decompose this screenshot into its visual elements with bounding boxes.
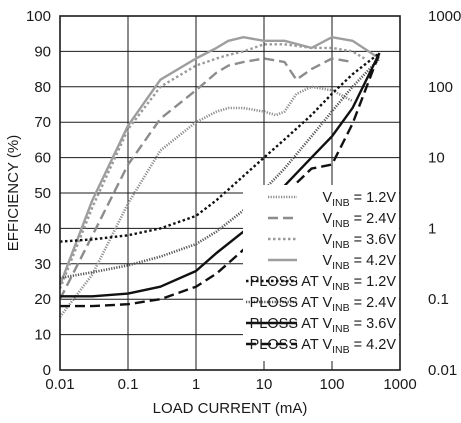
x-tick-label-3: 10 (256, 376, 273, 393)
y2-tick-label-4: 100 (428, 79, 453, 96)
series-line-1 (58, 85, 354, 318)
x-axis-label: LOAD CURRENT (mA) (153, 400, 308, 417)
series-line-5 (59, 52, 381, 243)
y-axis-label: EFFICIENCY (%) (5, 135, 22, 251)
x-tick-label-1: 0.1 (118, 376, 139, 393)
legend-label-2: VINB = 2.4V (322, 211, 396, 230)
legend-label-6: PLOSS AT VINB = 2.4V (250, 295, 397, 314)
x-tick-label-0: 0.01 (45, 376, 74, 393)
legend: VINB = 1.2V VINB = 2.4V VINB = 3.6V VINB = … (246, 190, 396, 356)
x-tick-label-2: 1 (192, 376, 200, 393)
y-tick-label-10: 100 (26, 8, 51, 25)
y2-tick-label-3: 10 (428, 150, 445, 167)
series-line-2 (58, 57, 353, 300)
legend-label-1: VINB = 1.2V (322, 190, 396, 209)
y-tick-label-7: 70 (34, 114, 51, 131)
y-tick-label-2: 20 (34, 291, 51, 308)
y2-tick-label-5: 1000 (428, 8, 461, 25)
legend-label-4: VINB = 4.2V (322, 253, 396, 272)
series-line-4 (58, 36, 381, 286)
y-tick-label-5: 50 (34, 185, 51, 202)
legend-label-7: PLOSS AT VINB = 3.6V (250, 316, 397, 335)
series-line-3 (58, 43, 366, 290)
y-tick-label-6: 60 (34, 150, 51, 167)
tick-labels: 0.01 0.1 1 10 100 100001020304050607080901000… (26, 8, 461, 393)
y-tick-label-3: 30 (34, 256, 51, 273)
y-tick-label-0: 0 (43, 362, 51, 379)
x-tick-label-4: 100 (319, 376, 344, 393)
y-tick-label-9: 90 (34, 43, 51, 60)
y-tick-label-1: 10 (34, 327, 51, 344)
legend-background (243, 185, 399, 361)
y2-tick-label-1: 0.1 (428, 291, 449, 308)
x-tick-label-5: 1000 (383, 376, 416, 393)
plot-frame (59, 15, 401, 371)
y2-tick-label-2: 1 (428, 220, 436, 237)
legend-label-5: PLOSS AT VINB = 1.2V (250, 274, 397, 293)
y2-tick-label-0: 0.01 (428, 362, 457, 379)
legend-label-8: PLOSS AT VINB = 4.2V (250, 337, 397, 356)
y-tick-label-4: 40 (34, 220, 51, 237)
legend-label-3: VINB = 3.6V (322, 232, 396, 251)
y-tick-label-8: 80 (34, 79, 51, 96)
